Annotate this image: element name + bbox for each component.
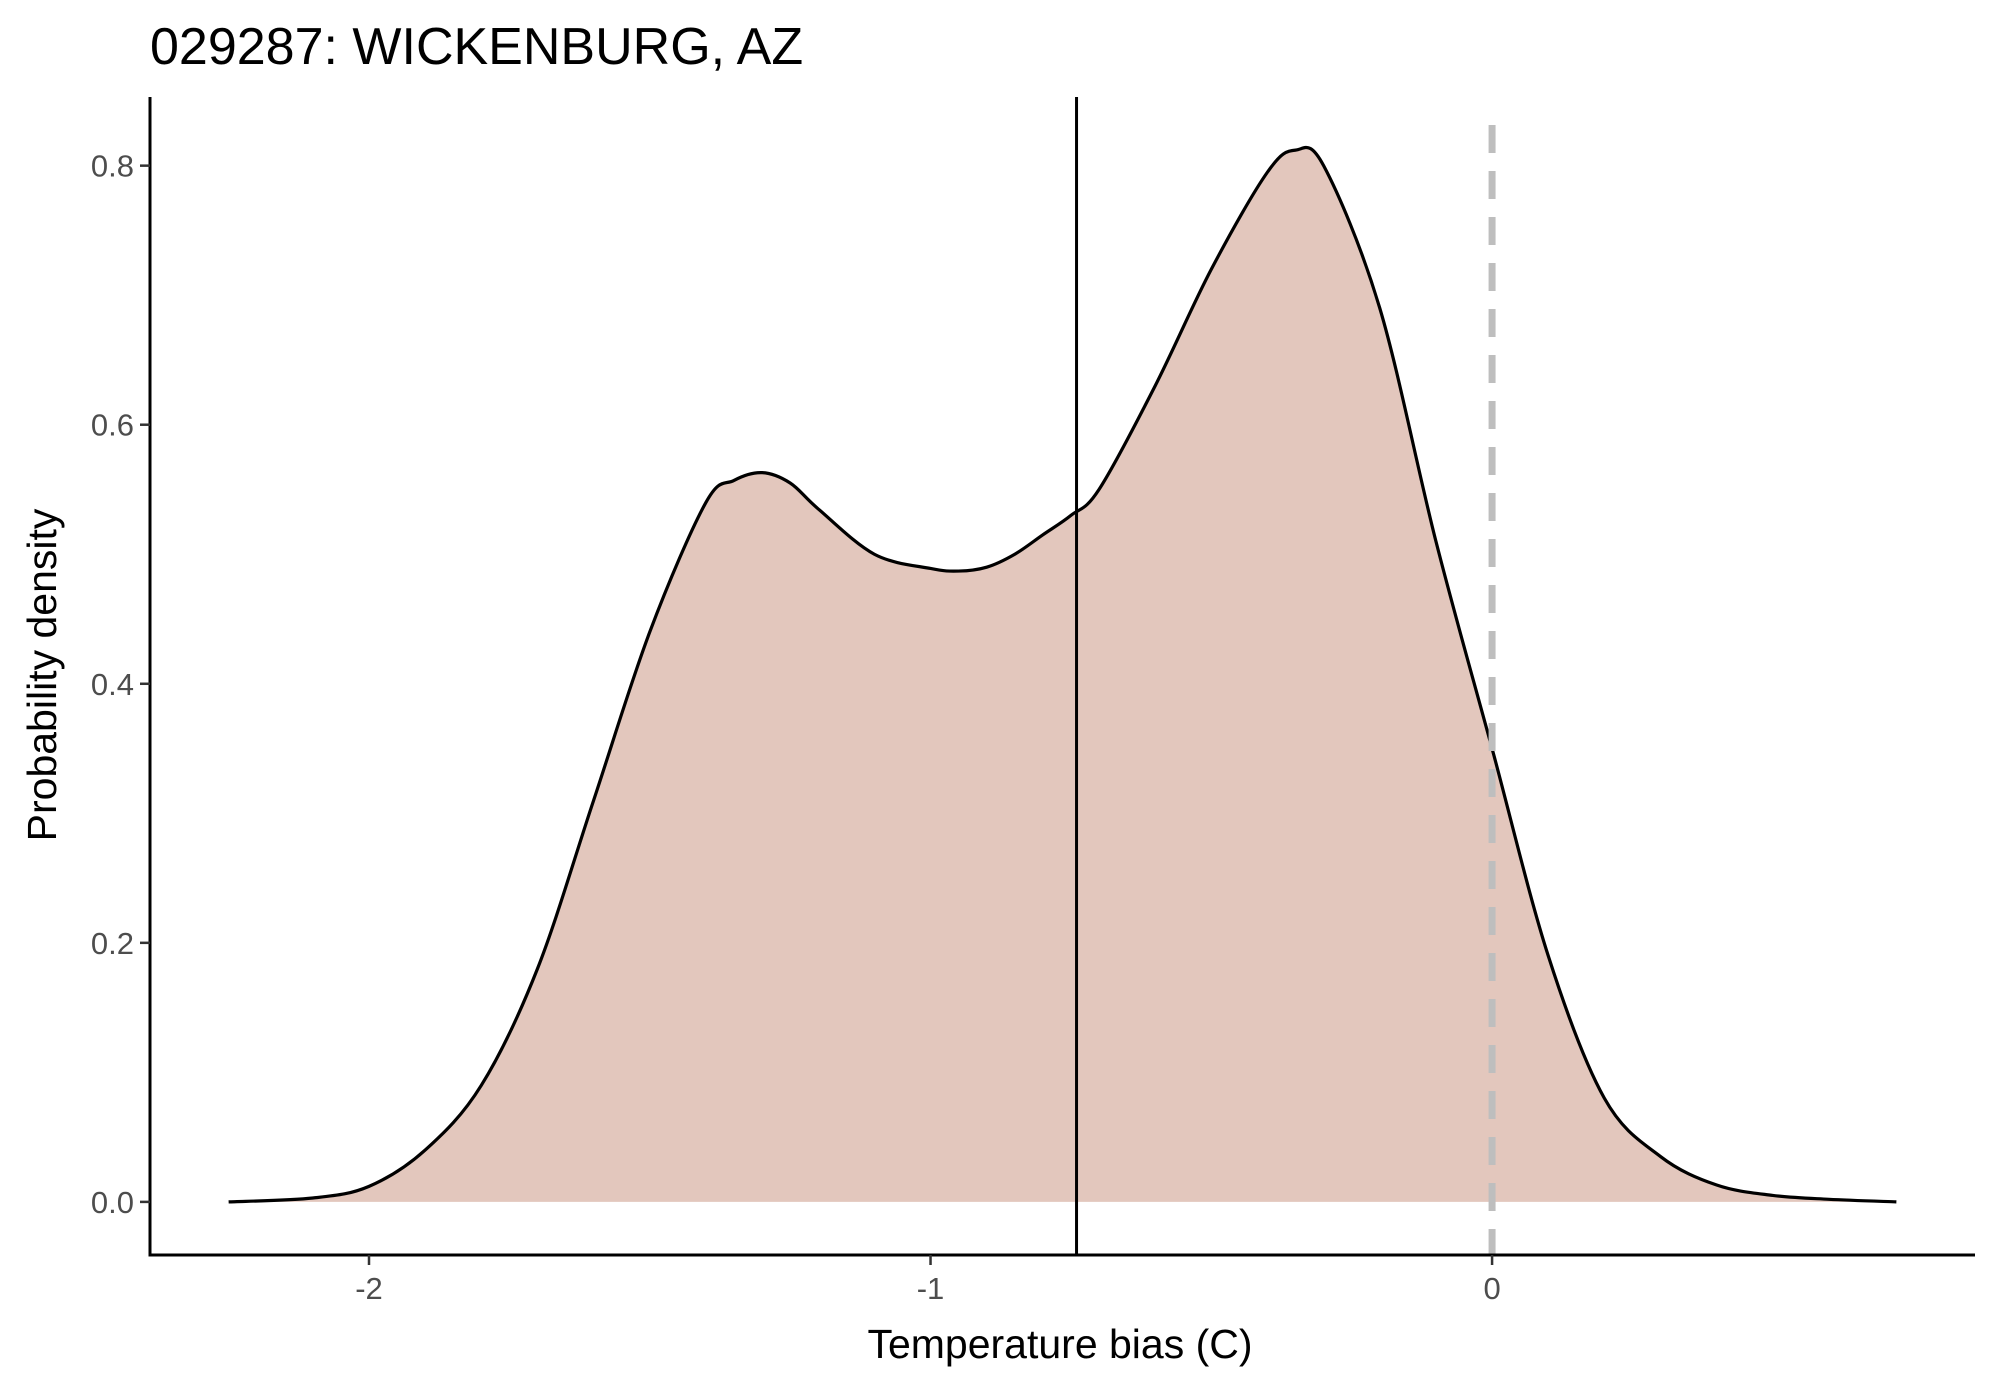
x-tick-label: -1 <box>917 1271 945 1306</box>
axis-ticks: 0.0 0.2 0.4 0.6 0.8 -2 -1 0 <box>91 149 1501 1306</box>
y-axis-title: Probability density <box>19 508 65 841</box>
plot-area <box>228 97 1897 1255</box>
x-tick-label: -2 <box>355 1271 383 1306</box>
y-tick-label: 0.2 <box>91 926 134 961</box>
y-tick-label: 0.6 <box>91 408 134 443</box>
y-tick-label: 0.0 <box>91 1185 134 1220</box>
chart-title: 029287: WICKENBURG, AZ <box>150 18 803 76</box>
x-tick-label: 0 <box>1483 1271 1500 1306</box>
y-tick-label: 0.8 <box>91 149 134 184</box>
x-axis-title: Temperature bias (C) <box>867 1321 1252 1367</box>
density-area <box>228 147 1897 1202</box>
density-curve <box>228 145 1897 1204</box>
axes <box>148 97 1975 1257</box>
y-tick-label: 0.4 <box>91 667 134 702</box>
